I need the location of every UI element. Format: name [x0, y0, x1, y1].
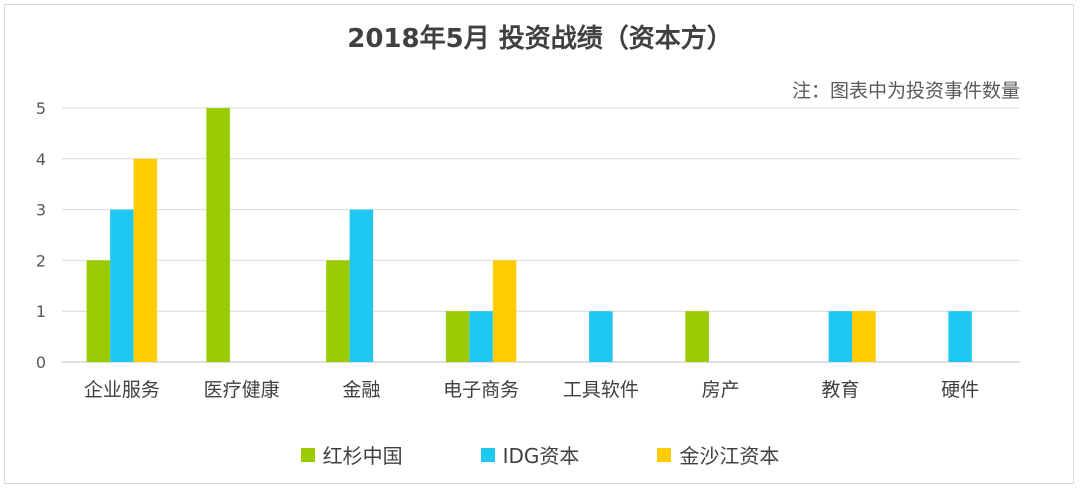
chart-title: 2018年5月 投资战绩（资本方） — [347, 24, 733, 54]
x-category-label: 工具软件 — [563, 379, 639, 401]
legend-item-idg: IDG资本 — [480, 440, 580, 469]
bar — [206, 108, 230, 362]
legend-label-jinshajiang: 金沙江资本 — [679, 444, 780, 468]
x-category-label: 硬件 — [941, 379, 979, 401]
x-category-label: 房产 — [702, 379, 740, 401]
y-tick-label: 1 — [36, 302, 46, 321]
y-tick-label: 4 — [36, 150, 46, 169]
bar — [86, 260, 111, 362]
y-tick-label: 0 — [36, 353, 46, 372]
bar — [852, 311, 876, 362]
legend-swatch-idg — [480, 447, 495, 462]
legend-item-jinshajiang: 金沙江资本 — [657, 440, 779, 469]
x-category-label: 医疗健康 — [204, 379, 280, 401]
bar — [349, 209, 374, 362]
x-category-label: 电子商务 — [443, 379, 519, 401]
y-tick-label: 2 — [36, 251, 46, 270]
y-tick-label: 3 — [36, 201, 46, 220]
x-category-label: 教育 — [821, 379, 859, 401]
bar — [685, 311, 709, 362]
bar — [492, 260, 517, 362]
legend-label-hongshan: 红杉中国 — [322, 444, 403, 468]
bar — [948, 311, 972, 362]
bar — [828, 311, 853, 362]
legend-item-hongshan: 红杉中国 — [300, 440, 403, 469]
bar — [589, 311, 613, 362]
x-category-label: 企业服务 — [84, 379, 160, 401]
bar — [110, 209, 134, 362]
x-category-label: 金融 — [342, 379, 380, 401]
legend: 红杉中国 IDG资本 金沙江资本 — [0, 440, 1080, 469]
chart-frame — [4, 4, 1074, 484]
bar — [445, 311, 470, 362]
bar — [133, 158, 158, 362]
legend-swatch-jinshajiang — [657, 447, 672, 462]
bar — [469, 311, 493, 362]
bar — [326, 260, 350, 362]
y-tick-label: 5 — [36, 99, 46, 118]
legend-label-idg: IDG资本 — [502, 444, 580, 468]
legend-swatch-hongshan — [300, 447, 315, 462]
chart-note: 注：图表中为投资事件数量 — [791, 80, 1020, 102]
